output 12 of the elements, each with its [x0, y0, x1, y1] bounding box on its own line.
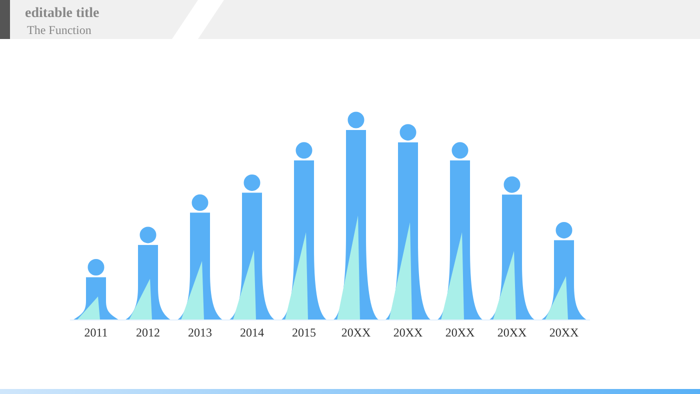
x-tick-label: 2012 — [136, 326, 160, 340]
x-tick-label: 20XX — [445, 326, 475, 340]
x-tick-label: 20XX — [393, 326, 423, 340]
x-tick-label: 2013 — [188, 326, 212, 340]
chart-subtitle: The Function — [27, 23, 92, 38]
x-tick-label: 2015 — [292, 326, 316, 340]
x-tick-label: 2011 — [84, 326, 108, 340]
chart-title: editable title — [25, 6, 100, 22]
x-tick-label: 20XX — [341, 326, 371, 340]
x-tick-label: 2014 — [240, 326, 264, 340]
x-tick-label: 20XX — [497, 326, 527, 340]
x-tick-label: 20XX — [549, 326, 579, 340]
